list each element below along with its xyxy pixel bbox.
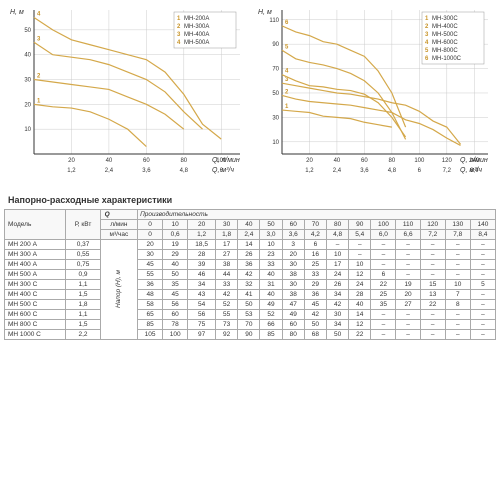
col-power: Р, кВт xyxy=(66,210,100,240)
svg-text:3,6: 3,6 xyxy=(360,168,369,174)
table-row: МН 1000 С2,21051009792908580685022––––– xyxy=(5,330,496,340)
svg-text:20: 20 xyxy=(306,158,313,164)
svg-text:5: 5 xyxy=(285,44,289,50)
svg-text:30: 30 xyxy=(24,78,31,84)
svg-text:МН-600С: МН-600С xyxy=(432,40,458,46)
svg-text:6: 6 xyxy=(285,20,289,26)
table-row: МН 300 А0,55302928272623201610–––––– xyxy=(5,250,496,260)
svg-text:70: 70 xyxy=(272,67,279,73)
svg-text:МН-300С: МН-300С xyxy=(432,16,458,22)
table-row: МН 300 С1,136353433323130292624221915105 xyxy=(5,280,496,290)
svg-text:80: 80 xyxy=(389,158,396,164)
table-row: МН 400 С1,5484543424140383634282520137– xyxy=(5,290,496,300)
svg-text:Q, м³/ч: Q, м³/ч xyxy=(212,167,234,174)
table-row: МН 500 А0,9555046444240383324126–––– xyxy=(5,270,496,280)
svg-text:10: 10 xyxy=(272,140,279,146)
unit-m3h: м³/час xyxy=(100,230,137,240)
table-row: МН 600 С1,165605655535249423014––––– xyxy=(5,310,496,320)
svg-text:4: 4 xyxy=(285,69,289,75)
svg-text:МН-500А: МН-500А xyxy=(184,40,209,46)
svg-text:80: 80 xyxy=(180,158,187,164)
svg-text:1,2: 1,2 xyxy=(305,168,314,174)
svg-text:МН-200А: МН-200А xyxy=(184,16,209,22)
svg-text:1: 1 xyxy=(37,98,41,104)
svg-text:Q, м³/ч: Q, м³/ч xyxy=(460,167,482,174)
svg-text:1: 1 xyxy=(285,104,289,110)
svg-text:Н, м: Н, м xyxy=(258,9,272,16)
svg-text:7,2: 7,2 xyxy=(443,168,452,174)
svg-text:60: 60 xyxy=(361,158,368,164)
svg-text:120: 120 xyxy=(442,158,453,164)
section-title: Напорно-расходные характеристики xyxy=(0,189,500,209)
svg-text:3: 3 xyxy=(37,36,41,42)
svg-text:2,4: 2,4 xyxy=(105,168,114,174)
svg-text:Q, л/мин: Q, л/мин xyxy=(460,157,488,164)
svg-text:Q, л/мин: Q, л/мин xyxy=(212,157,240,164)
table-row: МН 200 А0,37Напор (Н), м201918,517141036… xyxy=(5,240,496,250)
table-row: МН 400 А0,7545403938363330251710––––– xyxy=(5,260,496,270)
svg-text:4: 4 xyxy=(37,11,41,17)
svg-text:100: 100 xyxy=(414,158,425,164)
svg-text:60: 60 xyxy=(143,158,150,164)
chart-left: 1020304050201,2402,4603,6804,81006Н, мQ,… xyxy=(4,4,248,189)
svg-text:30: 30 xyxy=(272,115,279,121)
svg-text:20: 20 xyxy=(24,102,31,108)
svg-text:3,6: 3,6 xyxy=(142,168,151,174)
col-perf: Производительность xyxy=(138,210,496,220)
svg-text:4,8: 4,8 xyxy=(388,168,397,174)
table-row: МН 800 С1,585787573706660503412––––– xyxy=(5,320,496,330)
svg-text:20: 20 xyxy=(68,158,75,164)
svg-text:40: 40 xyxy=(24,53,31,59)
svg-text:2: 2 xyxy=(37,74,41,80)
svg-text:МН-400А: МН-400А xyxy=(184,32,209,38)
napor-header: Напор (Н), м xyxy=(100,240,137,340)
svg-text:МН-400С: МН-400С xyxy=(432,24,458,30)
svg-text:40: 40 xyxy=(334,158,341,164)
svg-text:2,4: 2,4 xyxy=(333,168,342,174)
svg-text:40: 40 xyxy=(106,158,113,164)
svg-text:90: 90 xyxy=(272,42,279,48)
svg-text:6: 6 xyxy=(418,168,422,174)
svg-text:50: 50 xyxy=(272,91,279,97)
performance-table-wrap: МодельР, кВтQПроизводительностьл/мин0102… xyxy=(0,209,500,340)
svg-text:2: 2 xyxy=(285,89,289,95)
chart-right: 10 30 50 70 90 110 20 1,2 40 2,4 60 3,6 80 4,8 100 6 120… xyxy=(252,4,496,189)
svg-text:4,8: 4,8 xyxy=(180,168,189,174)
svg-text:МН-300А: МН-300А xyxy=(184,24,209,30)
performance-table: МодельР, кВтQПроизводительностьл/мин0102… xyxy=(4,209,496,340)
svg-text:1,2: 1,2 xyxy=(67,168,76,174)
col-model: Модель xyxy=(5,210,66,240)
table-row: МН 500 С1,8585654525049474542403527228– xyxy=(5,300,496,310)
col-q: Q xyxy=(100,210,137,220)
svg-text:МН-800С: МН-800С xyxy=(432,48,458,54)
svg-text:10: 10 xyxy=(24,127,31,133)
svg-text:МН-500С: МН-500С xyxy=(432,32,458,38)
unit-lmin: л/мин xyxy=(100,220,137,230)
svg-text:50: 50 xyxy=(24,28,31,34)
svg-text:Н, м: Н, м xyxy=(10,9,24,16)
svg-text:МН-1000С: МН-1000С xyxy=(432,56,462,62)
svg-text:110: 110 xyxy=(269,18,279,24)
